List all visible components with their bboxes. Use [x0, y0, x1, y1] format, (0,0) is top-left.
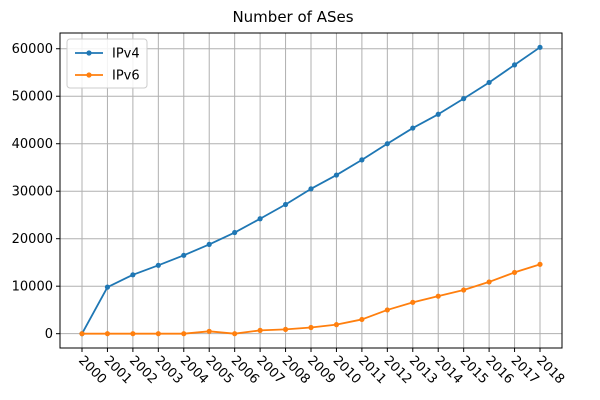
data-point-ipv4 — [333, 172, 340, 178]
data-point-ipv4 — [155, 262, 161, 268]
data-point-ipv4 — [511, 62, 518, 68]
x-tick-label: 2012 — [381, 353, 415, 387]
series-layer — [79, 44, 543, 337]
data-point-ipv4 — [104, 284, 111, 290]
data-point-ipv6 — [232, 331, 238, 337]
data-point-ipv6 — [130, 331, 136, 337]
legend: IPv4 IPv6 — [66, 38, 148, 89]
series-ipv4 — [79, 44, 543, 337]
data-point-ipv4 — [206, 241, 212, 248]
data-point-ipv6 — [435, 293, 441, 299]
x-tick-label: 2000 — [75, 353, 109, 387]
data-point-ipv6 — [410, 299, 416, 305]
chart-title: Number of ASes — [232, 8, 353, 26]
data-point-ipv4 — [257, 216, 263, 222]
data-point-ipv6 — [79, 331, 85, 337]
legend-item-ipv6: IPv6 — [75, 69, 140, 84]
data-point-ipv4 — [359, 157, 365, 163]
x-tick-label: 2002 — [126, 353, 160, 387]
data-point-ipv4 — [410, 125, 416, 131]
legend-item-ipv4: IPv4 — [75, 47, 140, 62]
data-point-ipv6 — [155, 331, 161, 337]
data-point-ipv4 — [435, 111, 441, 117]
x-tick-label: 2011 — [355, 353, 389, 387]
data-point-ipv6 — [537, 261, 543, 267]
x-tick-label: 2016 — [482, 353, 516, 387]
data-point-ipv6 — [206, 328, 212, 334]
y-tick-label: 0 — [45, 327, 53, 342]
x-tick-label: 2007 — [253, 353, 287, 387]
legend-label-ipv4: IPv4 — [112, 47, 140, 62]
y-tick-label: 10000 — [12, 280, 53, 295]
data-point-ipv4 — [130, 272, 136, 278]
y-tick-label: 60000 — [12, 42, 53, 57]
x-tick-label: 2006 — [228, 353, 262, 387]
axes: 2000200120022003200420052006200720082009… — [12, 42, 568, 387]
data-point-ipv6 — [333, 322, 340, 328]
x-tick-label: 2001 — [101, 353, 135, 387]
y-tick-label: 30000 — [12, 185, 53, 200]
legend-marker-ipv6 — [86, 72, 92, 78]
data-point-ipv6 — [308, 324, 314, 331]
y-tick-label: 20000 — [12, 232, 53, 247]
data-point-ipv4 — [282, 201, 289, 208]
data-point-ipv6 — [486, 279, 492, 285]
x-tick-label: 2017 — [508, 353, 542, 387]
legend-marker-ipv4 — [86, 50, 92, 56]
data-point-ipv4 — [486, 79, 492, 86]
y-tick-label: 40000 — [12, 137, 53, 152]
data-point-ipv4 — [181, 252, 187, 258]
x-tick-label: 2013 — [406, 353, 440, 387]
x-tick-label: 2003 — [152, 353, 186, 387]
data-point-ipv6 — [461, 287, 467, 293]
series-ipv6 — [79, 261, 543, 337]
data-point-ipv4 — [384, 141, 390, 147]
data-point-ipv6 — [104, 331, 111, 337]
legend-label-ipv6: IPv6 — [112, 69, 140, 84]
x-tick-label: 2018 — [533, 353, 567, 387]
data-point-ipv4 — [232, 229, 238, 236]
x-tick-label: 2015 — [457, 353, 491, 387]
data-point-ipv6 — [181, 331, 187, 337]
x-tick-label: 2004 — [177, 353, 211, 387]
x-tick-label: 2008 — [279, 353, 313, 387]
data-point-ipv6 — [282, 326, 289, 333]
data-point-ipv6 — [359, 316, 365, 323]
x-tick-label: 2009 — [304, 353, 338, 387]
x-tick-label: 2010 — [330, 353, 364, 387]
data-point-ipv4 — [308, 186, 314, 192]
data-point-ipv6 — [384, 307, 390, 313]
y-tick-label: 50000 — [12, 90, 53, 105]
data-point-ipv4 — [537, 44, 543, 50]
x-tick-label: 2005 — [202, 353, 236, 387]
data-point-ipv4 — [461, 96, 467, 102]
grid — [60, 33, 562, 348]
x-tick-label: 2014 — [431, 353, 465, 387]
data-point-ipv6 — [511, 269, 518, 276]
data-point-ipv6 — [257, 327, 263, 333]
